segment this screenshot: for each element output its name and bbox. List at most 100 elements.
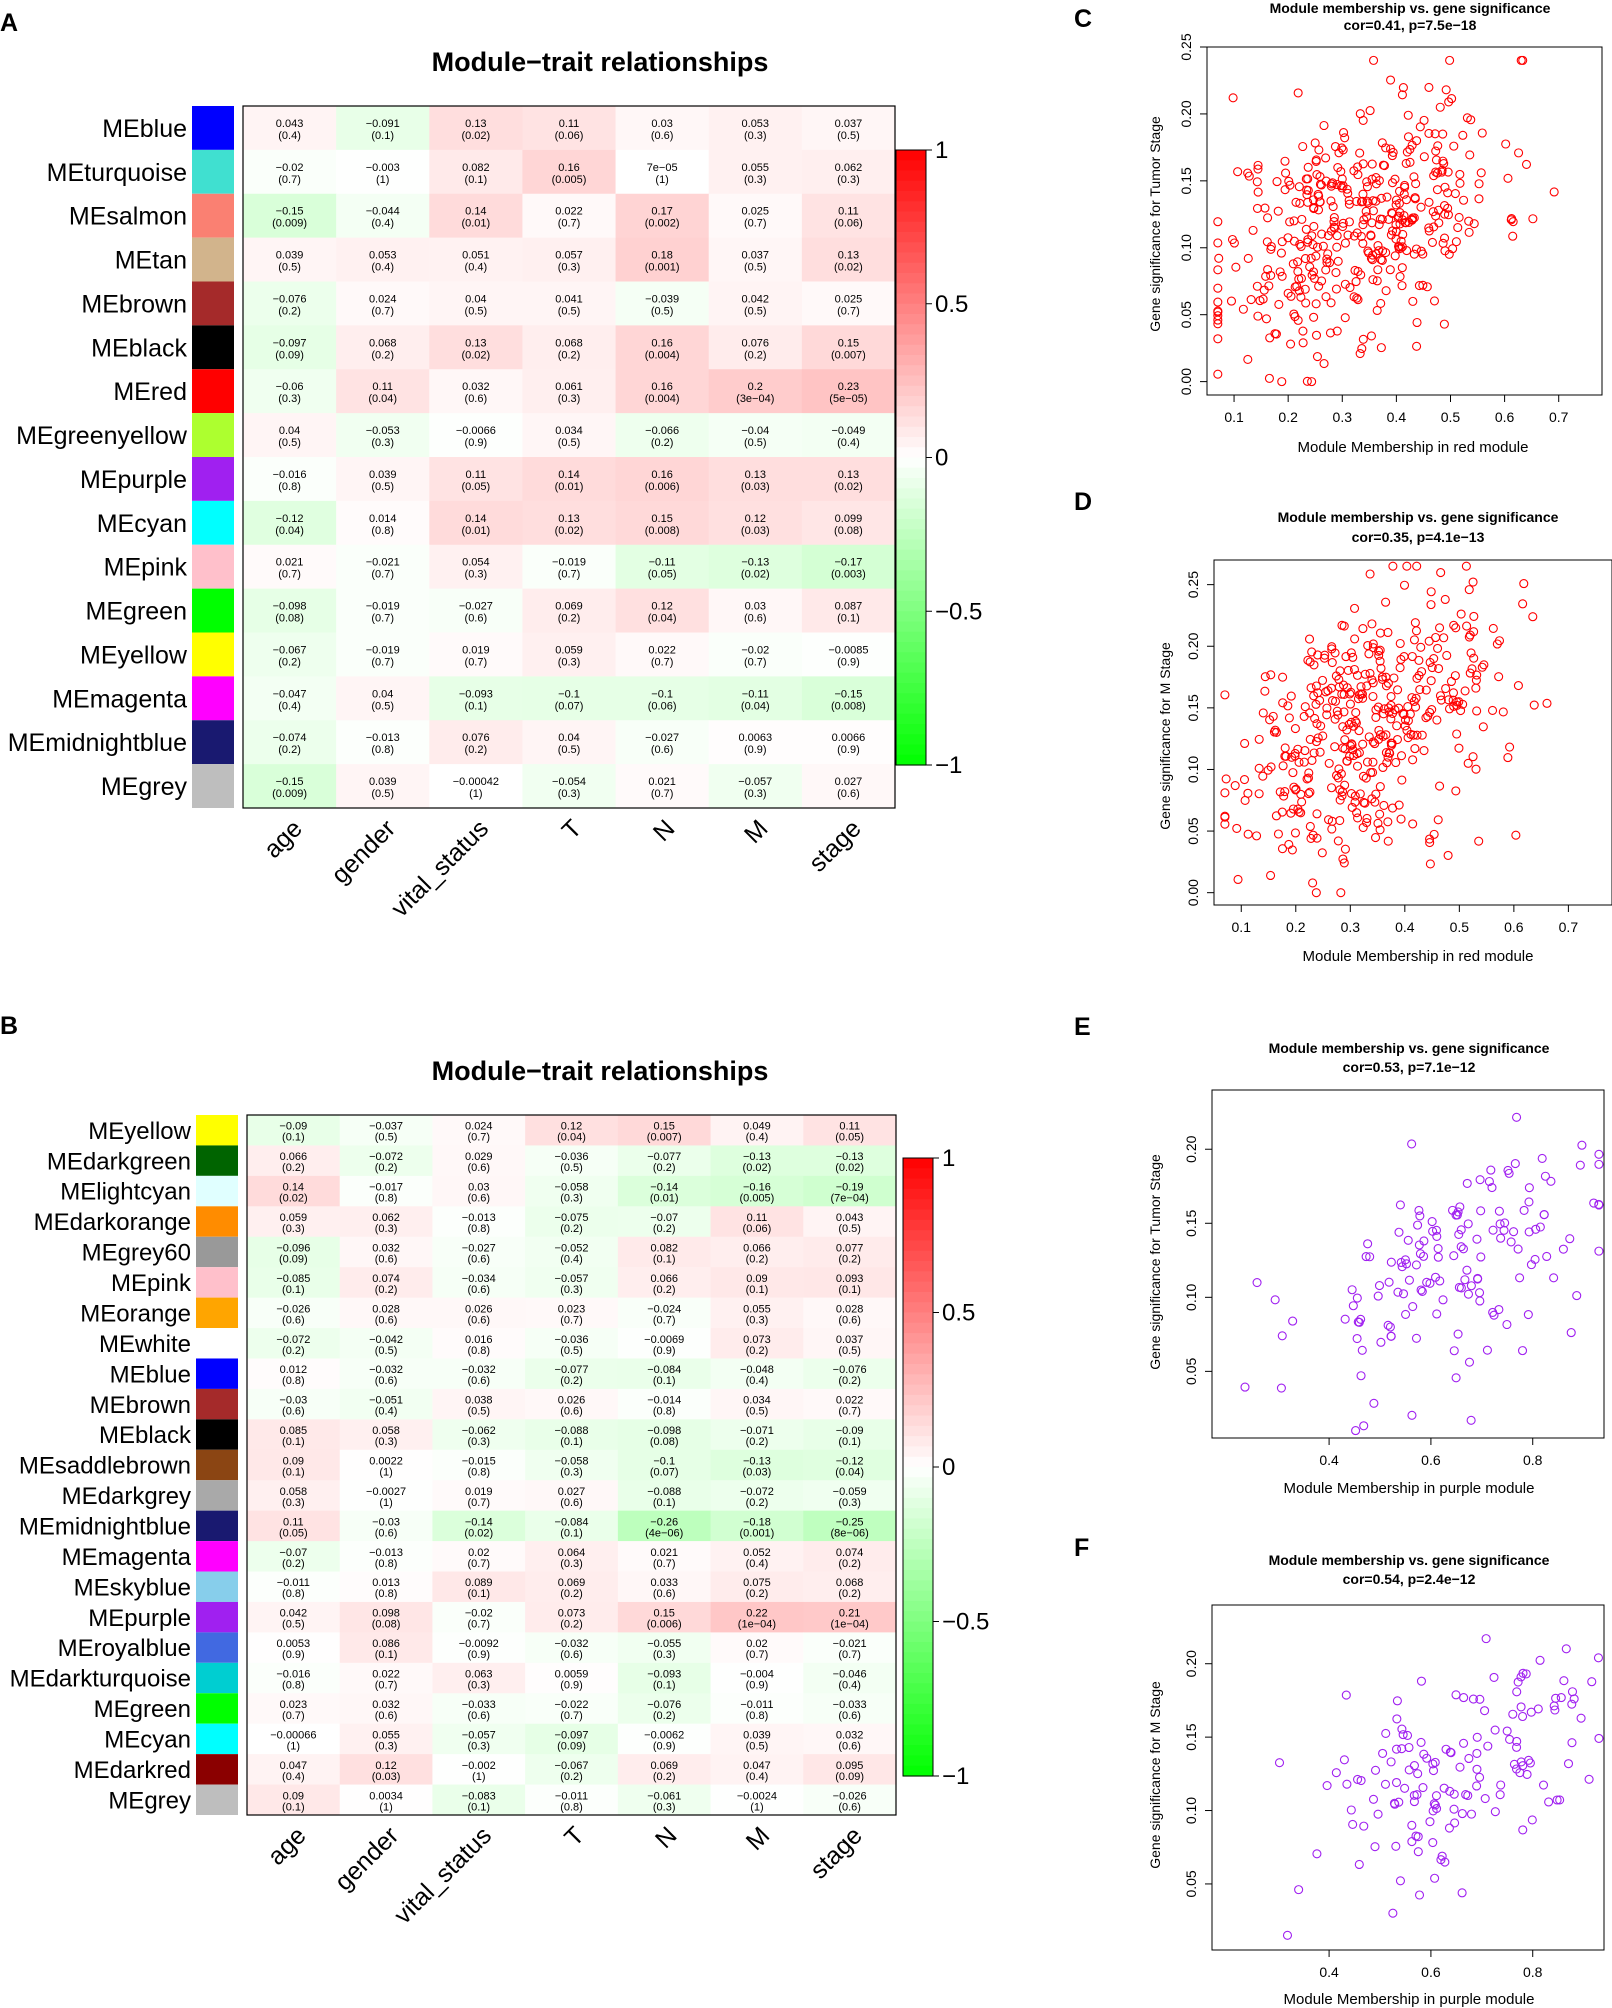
cell-correlation: 0.09 bbox=[283, 1790, 304, 1802]
colorbar-segment bbox=[903, 1374, 933, 1386]
data-point bbox=[1456, 609, 1466, 619]
colorbar-segment bbox=[903, 1415, 933, 1427]
cell-pvalue: (0.004) bbox=[645, 393, 680, 405]
data-point bbox=[1401, 195, 1412, 205]
data-point bbox=[1258, 708, 1268, 718]
heatmap-cell bbox=[336, 237, 430, 282]
cell-pvalue: (0.2) bbox=[278, 656, 301, 668]
cell-pvalue: (0.07) bbox=[555, 700, 584, 712]
colorbar-tick-label: −0.5 bbox=[942, 1609, 989, 1636]
cell-pvalue: (0.4) bbox=[282, 1771, 305, 1783]
data-point bbox=[1533, 1704, 1543, 1714]
cell-pvalue: (0.7) bbox=[467, 1132, 490, 1144]
data-point bbox=[1275, 267, 1285, 277]
data-point bbox=[1348, 652, 1358, 662]
cell-correlation: 0.061 bbox=[555, 381, 583, 393]
data-point bbox=[1306, 833, 1316, 843]
colorbar-segment bbox=[903, 1230, 933, 1241]
cell-correlation: 0.066 bbox=[650, 1273, 678, 1285]
data-point bbox=[1284, 713, 1294, 723]
data-point bbox=[1435, 781, 1445, 791]
data-point bbox=[1368, 639, 1378, 649]
module-label: MEorange bbox=[80, 1300, 191, 1327]
data-point bbox=[1213, 315, 1223, 325]
data-point bbox=[1459, 1738, 1469, 1748]
heatmap-cell bbox=[522, 369, 617, 414]
data-point bbox=[1319, 359, 1329, 369]
heatmap-frame bbox=[246, 1114, 897, 1816]
data-point bbox=[1333, 710, 1343, 720]
data-point bbox=[1425, 859, 1435, 869]
data-point bbox=[1254, 789, 1264, 799]
heatmap-cell bbox=[803, 1632, 897, 1664]
data-point bbox=[1266, 670, 1276, 680]
cell-pvalue: (0.2) bbox=[746, 1253, 769, 1265]
data-point bbox=[1418, 1782, 1428, 1793]
cell-correlation: −0.0085 bbox=[828, 644, 868, 656]
heatmap-cell bbox=[429, 632, 523, 677]
scatter-e-ylabel: Gene significance for Tumor Stage bbox=[1147, 1154, 1163, 1370]
cell-correlation: 0.0063 bbox=[738, 732, 772, 744]
data-point bbox=[1416, 642, 1426, 652]
cell-correlation: −0.061 bbox=[647, 1790, 681, 1802]
cell-pvalue: (0.7) bbox=[465, 656, 488, 668]
cell-correlation: −0.013 bbox=[366, 732, 400, 744]
heatmap-cell bbox=[432, 1784, 526, 1816]
data-point bbox=[1397, 1744, 1407, 1754]
data-point bbox=[1433, 643, 1443, 653]
data-point bbox=[1382, 758, 1392, 768]
data-point bbox=[1538, 1780, 1549, 1790]
x-tick-label: 0.8 bbox=[1523, 1964, 1543, 1980]
data-point bbox=[1321, 265, 1331, 275]
data-point bbox=[1304, 634, 1315, 644]
data-point bbox=[1508, 231, 1518, 241]
cell-pvalue: (0.04) bbox=[835, 1467, 864, 1479]
data-point bbox=[1356, 1371, 1366, 1381]
cell-correlation: −0.016 bbox=[273, 469, 307, 481]
cell-correlation: −0.085 bbox=[276, 1273, 310, 1285]
data-point bbox=[1368, 737, 1378, 747]
cell-correlation: 0.028 bbox=[372, 1303, 400, 1315]
colorbar-segment bbox=[903, 1559, 933, 1571]
cell-pvalue: (0.006) bbox=[645, 481, 680, 493]
heatmap-cell bbox=[432, 1297, 526, 1329]
heatmap-b-title: Module−trait relationships bbox=[432, 1056, 769, 1086]
cell-correlation: −0.076 bbox=[833, 1364, 867, 1376]
heatmap-cell bbox=[522, 149, 617, 195]
data-point bbox=[1331, 770, 1342, 780]
data-point bbox=[1391, 1744, 1402, 1754]
cell-correlation: 0.032 bbox=[462, 381, 490, 393]
cell-correlation: 0.024 bbox=[465, 1121, 493, 1133]
data-point bbox=[1351, 718, 1361, 728]
data-point bbox=[1439, 633, 1449, 643]
data-point bbox=[1312, 1849, 1322, 1859]
heatmap-cell bbox=[243, 369, 337, 414]
colorbar-segment bbox=[896, 754, 926, 766]
cell-pvalue: (0.03) bbox=[743, 1467, 772, 1479]
cell-correlation: −0.098 bbox=[273, 601, 307, 613]
heatmap-cell bbox=[339, 1297, 433, 1329]
data-point bbox=[1449, 141, 1459, 151]
data-point bbox=[1419, 1749, 1429, 1759]
cell-correlation: 0.034 bbox=[555, 425, 583, 437]
data-point bbox=[1296, 292, 1306, 302]
data-point bbox=[1231, 262, 1241, 272]
cell-pvalue: (0.5) bbox=[371, 700, 394, 712]
cell-correlation: 0.023 bbox=[280, 1699, 308, 1711]
data-point bbox=[1524, 1197, 1534, 1207]
data-point bbox=[1421, 713, 1431, 723]
data-point bbox=[1248, 225, 1258, 235]
data-point bbox=[1300, 284, 1310, 294]
data-point bbox=[1359, 215, 1369, 225]
data-point bbox=[1432, 1231, 1442, 1241]
cell-pvalue: (0.8) bbox=[560, 1801, 583, 1813]
data-point bbox=[1403, 1235, 1413, 1245]
module-swatch bbox=[192, 544, 234, 589]
data-point bbox=[1397, 1724, 1407, 1734]
data-point bbox=[1353, 813, 1363, 823]
module-swatch bbox=[192, 369, 234, 414]
cell-correlation: 0.13 bbox=[745, 469, 766, 481]
cell-correlation: 0.069 bbox=[555, 601, 583, 613]
data-point bbox=[1312, 242, 1322, 252]
data-point bbox=[1326, 783, 1337, 793]
